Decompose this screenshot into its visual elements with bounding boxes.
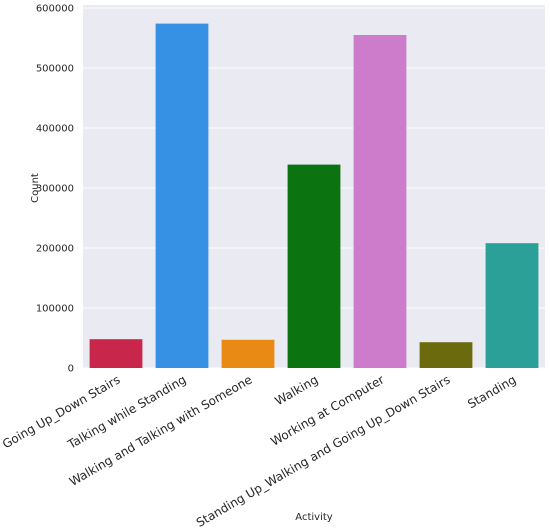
x-tick-label: Talking while Standing — [65, 372, 189, 452]
y-tick-label: 200000 — [36, 244, 74, 255]
y-tick-label: 400000 — [36, 124, 74, 135]
x-tick-label: Walking — [273, 372, 321, 408]
x-axis-title: Activity — [295, 512, 332, 523]
bars — [89, 23, 539, 368]
y-tick-label: 500000 — [36, 64, 74, 75]
y-tick-label: 0 — [68, 364, 74, 375]
bar — [155, 23, 209, 368]
bar — [419, 342, 473, 368]
bar — [485, 243, 539, 368]
x-tick-label: Going Up_Down Stairs — [0, 372, 122, 451]
bar — [287, 164, 341, 368]
y-tick-label: 300000 — [36, 184, 74, 195]
x-tick-label: Working at Computer — [268, 372, 386, 448]
y-axis-title: Count — [30, 173, 41, 203]
x-tick-label: Standing — [465, 372, 518, 411]
bar — [221, 339, 275, 368]
y-tick-labels: 0 100000 200000 300000 400000 500000 600000 — [36, 4, 74, 375]
y-tick-label: 100000 — [36, 304, 74, 315]
y-tick-label: 600000 — [36, 4, 74, 15]
bar — [89, 339, 143, 368]
bar — [353, 35, 407, 368]
